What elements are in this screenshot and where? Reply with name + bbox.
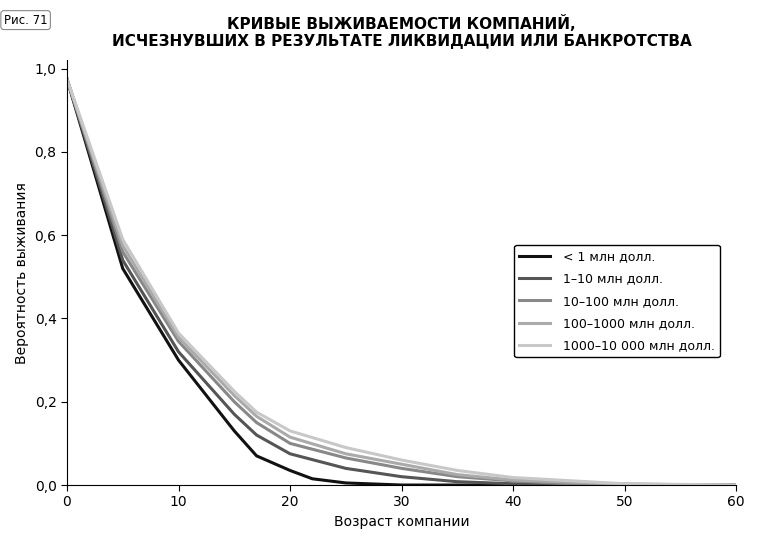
- Legend: < 1 млн долл., 1–10 млн долл., 10–100 млн долл., 100–1000 млн долл., 1000–10 000: < 1 млн долл., 1–10 млн долл., 10–100 мл…: [515, 245, 720, 357]
- Y-axis label: Вероятность выживания: Вероятность выживания: [15, 182, 29, 363]
- X-axis label: Возраст компании: Возраст компании: [334, 515, 470, 529]
- Title: КРИВЫЕ ВЫЖИВАЕМОСТИ КОМПАНИЙ,
ИСЧЕЗНУВШИХ В РЕЗУЛЬТАТЕ ЛИКВИДАЦИИ ИЛИ БАНКРОТСТВ: КРИВЫЕ ВЫЖИВАЕМОСТИ КОМПАНИЙ, ИСЧЕЗНУВШИ…: [112, 15, 692, 50]
- Text: Рис. 71: Рис. 71: [4, 14, 47, 27]
